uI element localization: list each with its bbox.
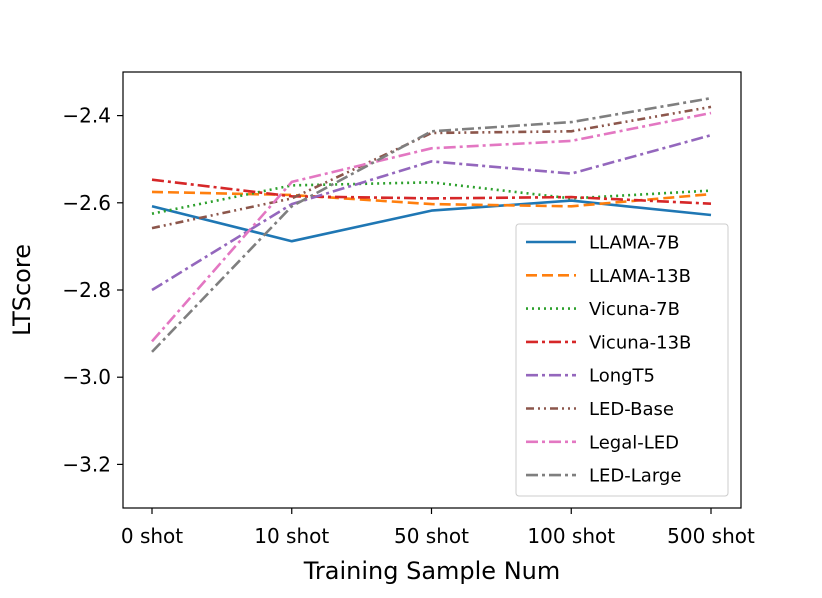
series-line-llama-13b xyxy=(151,190,712,208)
legend-label: LongT5 xyxy=(589,366,655,387)
legend-label: Vicuna-13B xyxy=(589,332,691,353)
series-line-led-large xyxy=(151,96,712,353)
x-tick-label: 100 shot xyxy=(527,524,615,548)
x-tick-label: 10 shot xyxy=(254,524,329,548)
x-tick-label: 50 shot xyxy=(394,524,469,548)
y-tick-label: −2.6 xyxy=(62,191,111,215)
x-axis-label: Training Sample Num xyxy=(303,557,561,585)
y-tick-label: −3.2 xyxy=(62,452,111,476)
legend-items: LLAMA-7B LLAMA-13B Vicuna-7B Vicuna-13B Long… xyxy=(526,233,691,487)
series-line-vicuna-13b xyxy=(151,178,712,205)
legend: LLAMA-7B LLAMA-13B Vicuna-7B Vicuna-13B Long… xyxy=(515,223,729,497)
series-line-legal-led xyxy=(151,111,712,343)
x-tick-label: 0 shot xyxy=(121,524,183,548)
y-tick-label: −3.0 xyxy=(62,365,111,389)
series-line-led-base xyxy=(151,105,712,230)
x-tick-label: 500 shot xyxy=(667,524,755,548)
legend-label: Vicuna-7B xyxy=(589,299,680,320)
series-line-llama-7b xyxy=(151,199,712,243)
series-layer xyxy=(151,96,712,353)
legend-label: LLAMA-7B xyxy=(589,233,680,254)
y-axis: −3.2 −3.0 −2.8 −2.6 −2.4 xyxy=(62,104,123,476)
series-line-vicuna-7b xyxy=(151,181,712,215)
legend-label: LED-Base xyxy=(589,399,674,420)
series-line-longt5 xyxy=(151,133,712,292)
legend-box xyxy=(515,223,729,497)
y-tick-label: −2.4 xyxy=(62,104,111,128)
legend-label: LED-Large xyxy=(589,466,681,487)
legend-label: LLAMA-13B xyxy=(589,266,691,287)
y-axis-label: LTScore xyxy=(8,244,36,336)
legend-label: Legal-LED xyxy=(589,432,679,453)
y-tick-label: −2.8 xyxy=(62,278,111,302)
x-axis: 0 shot 10 shot 50 shot 100 shot 500 shot xyxy=(121,508,755,548)
